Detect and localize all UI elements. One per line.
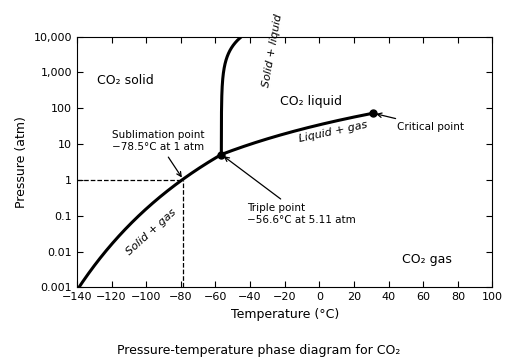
Text: Liquid + gas: Liquid + gas <box>298 119 368 144</box>
X-axis label: Temperature (°C): Temperature (°C) <box>231 308 339 321</box>
Text: CO₂ liquid: CO₂ liquid <box>280 95 342 108</box>
Text: Triple point
−56.6°C at 5.11 atm: Triple point −56.6°C at 5.11 atm <box>225 157 355 225</box>
Text: Critical point: Critical point <box>377 113 464 132</box>
Text: Solid + liquid: Solid + liquid <box>261 13 284 88</box>
Text: Sublimation point
−78.5°C at 1 atm: Sublimation point −78.5°C at 1 atm <box>111 130 204 177</box>
Text: CO₂ solid: CO₂ solid <box>97 74 154 87</box>
Text: Solid + gas: Solid + gas <box>124 207 178 257</box>
Text: Pressure-temperature phase diagram for CO₂: Pressure-temperature phase diagram for C… <box>117 344 401 357</box>
Y-axis label: Pressure (atm): Pressure (atm) <box>15 116 28 208</box>
Text: CO₂ gas: CO₂ gas <box>402 253 452 266</box>
